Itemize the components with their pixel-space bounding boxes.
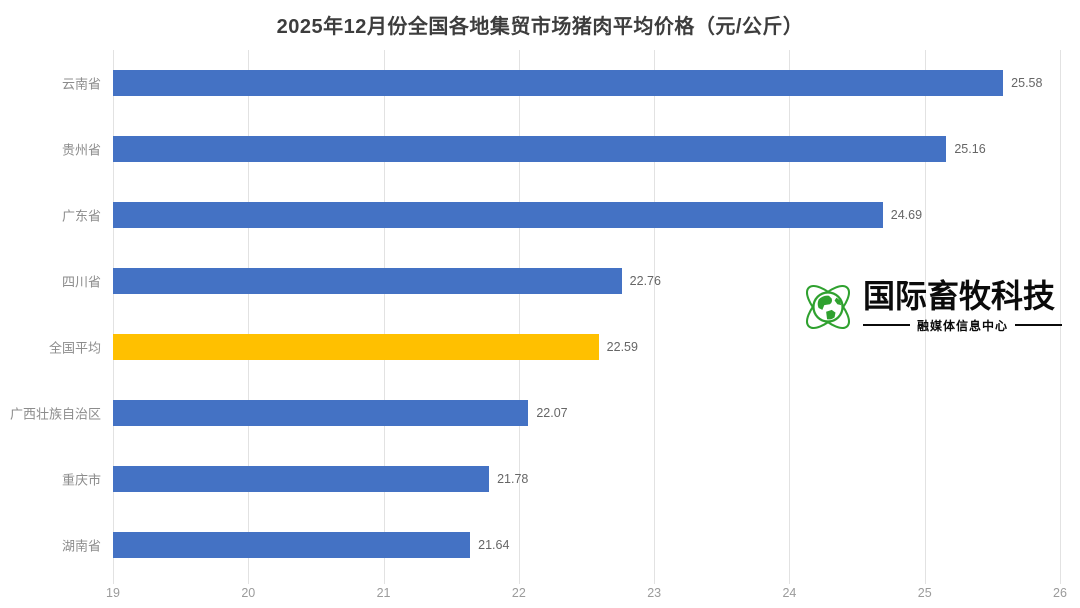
value-label: 24.69 [890, 208, 923, 222]
globe-continents [817, 295, 842, 320]
bar-row: 广西壮族自治区 22.07 [10, 380, 1060, 446]
gridline [383, 50, 385, 584]
x-tick-label: 25 [917, 586, 932, 600]
category-label: 广西壮族自治区 [9, 406, 101, 422]
category-label: 四川省 [61, 274, 101, 290]
bar-row: 重庆市 21.78 [62, 446, 1060, 512]
bar-blue [113, 202, 883, 228]
x-tick-label: 19 [106, 586, 120, 600]
gridline [789, 50, 791, 584]
value-label: 25.58 [1011, 76, 1043, 90]
x-tick-label: 26 [1053, 586, 1067, 600]
bar-row: 湖南省 21.64 [62, 512, 1060, 578]
category-label: 重庆市 [61, 472, 101, 488]
bar-blue [113, 400, 529, 426]
gridline [113, 50, 114, 584]
brand-text-block: 国际畜牧科技 融媒体信息中心 [863, 278, 1063, 334]
tagline-rule-right [1015, 324, 1063, 327]
bar-blue [113, 70, 1004, 96]
value-label: 22.07 [536, 406, 568, 420]
bar-blue [113, 136, 947, 162]
x-axis: 19 20 21 22 23 24 25 26 [106, 578, 1067, 604]
plot-area: 云南省 25.58 贵州省 25.16 广东省 24.69 四川省 22.76 全国平均 22.5… [10, 50, 1061, 584]
brand-watermark: 国际畜牧科技 融媒体信息中心 [798, 272, 1063, 342]
bar-row: 四川省 22.76 [62, 248, 1060, 314]
gridline [248, 50, 250, 584]
value-label: 21.78 [497, 472, 529, 486]
gridline [518, 50, 520, 584]
x-tick-label: 22 [511, 586, 526, 600]
x-tick-label: 20 [241, 586, 256, 600]
bar-blue [113, 466, 490, 492]
brand-name: 国际畜牧科技 [863, 278, 1056, 315]
bar-row: 全国平均 22.59 [49, 314, 1060, 380]
value-label: 21.64 [478, 538, 510, 552]
category-label: 贵州省 [61, 142, 101, 158]
value-label: 22.76 [629, 274, 661, 288]
x-tick-label: 23 [647, 586, 662, 600]
tagline-rule-left [863, 324, 910, 327]
value-label: 25.16 [954, 142, 986, 156]
gridline [654, 50, 656, 584]
category-label: 湖南省 [61, 538, 101, 554]
bar-highlight [113, 334, 599, 360]
bar-blue [113, 532, 471, 558]
gridline [924, 50, 926, 584]
bar-row: 广东省 24.69 [62, 182, 1060, 248]
x-tick-label: 21 [376, 586, 391, 600]
brand-tagline: 融媒体信息中心 [917, 318, 1009, 333]
gridline [1060, 50, 1061, 584]
bar-row: 贵州省 25.16 [62, 116, 1060, 182]
brand-tagline-row: 融媒体信息中心 [863, 317, 1063, 334]
category-label: 全国平均 [48, 340, 101, 356]
chart-title: 2025年12月份全国各地集贸市场猪肉平均价格（元/公斤） [276, 16, 804, 38]
bar-blue [113, 268, 622, 294]
globe-orbit-icon [806, 285, 850, 329]
x-tick-label: 24 [782, 586, 797, 600]
category-label: 广东省 [61, 208, 101, 224]
bar-row: 云南省 25.58 [62, 50, 1060, 116]
value-label: 22.59 [606, 340, 638, 354]
category-label: 云南省 [61, 76, 101, 92]
